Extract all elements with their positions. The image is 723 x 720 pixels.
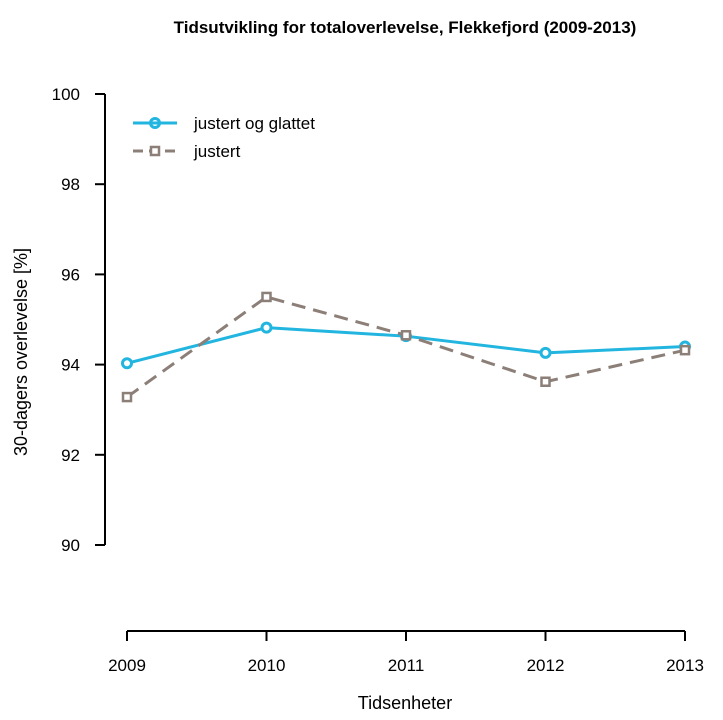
- x-axis-label: Tidsenheter: [358, 693, 452, 713]
- data-point-square: [121, 391, 133, 403]
- y-tick-label: 94: [61, 356, 80, 375]
- data-point-square: [679, 344, 691, 356]
- legend-item-2: justert: [133, 142, 241, 161]
- y-axis-label: 30-dagers overlevelse [%]: [11, 248, 31, 456]
- data-point-square: [540, 376, 551, 387]
- legend-marker-square: [149, 145, 161, 157]
- y-tick-label: 100: [52, 85, 80, 104]
- x-tick-label: 2011: [388, 656, 425, 675]
- x-tick-label: 2012: [527, 656, 565, 675]
- data-point-square: [261, 291, 272, 303]
- x-tick-label: 2010: [248, 656, 286, 675]
- y-tick-label: 96: [61, 265, 80, 284]
- legend-label-1: justert og glattet: [193, 114, 315, 133]
- series-layer: [121, 291, 691, 403]
- chart-title: Tidsutvikling for totaloverlevelse, Flek…: [174, 18, 637, 37]
- series-line-2: [126, 295, 686, 399]
- data-point-circle: [121, 357, 133, 370]
- data-point-circle: [539, 346, 552, 359]
- x-axis: 2009 2010 2011 2012 2013: [108, 630, 704, 675]
- legend: justert og glattet justert: [133, 114, 315, 161]
- y-axis: 90 92 94 96 98 100: [52, 85, 106, 555]
- legend-marker-circle: [149, 117, 161, 129]
- y-tick-label: 98: [61, 175, 80, 194]
- legend-item-1: justert og glattet: [133, 114, 315, 133]
- y-tick-label: 92: [61, 446, 80, 465]
- x-tick-label: 2009: [108, 656, 146, 675]
- legend-label-2: justert: [193, 142, 241, 161]
- data-point-circle: [260, 321, 273, 334]
- x-tick-label: 2013: [666, 656, 704, 675]
- y-tick-label: 90: [61, 536, 80, 555]
- data-point-square: [400, 330, 412, 341]
